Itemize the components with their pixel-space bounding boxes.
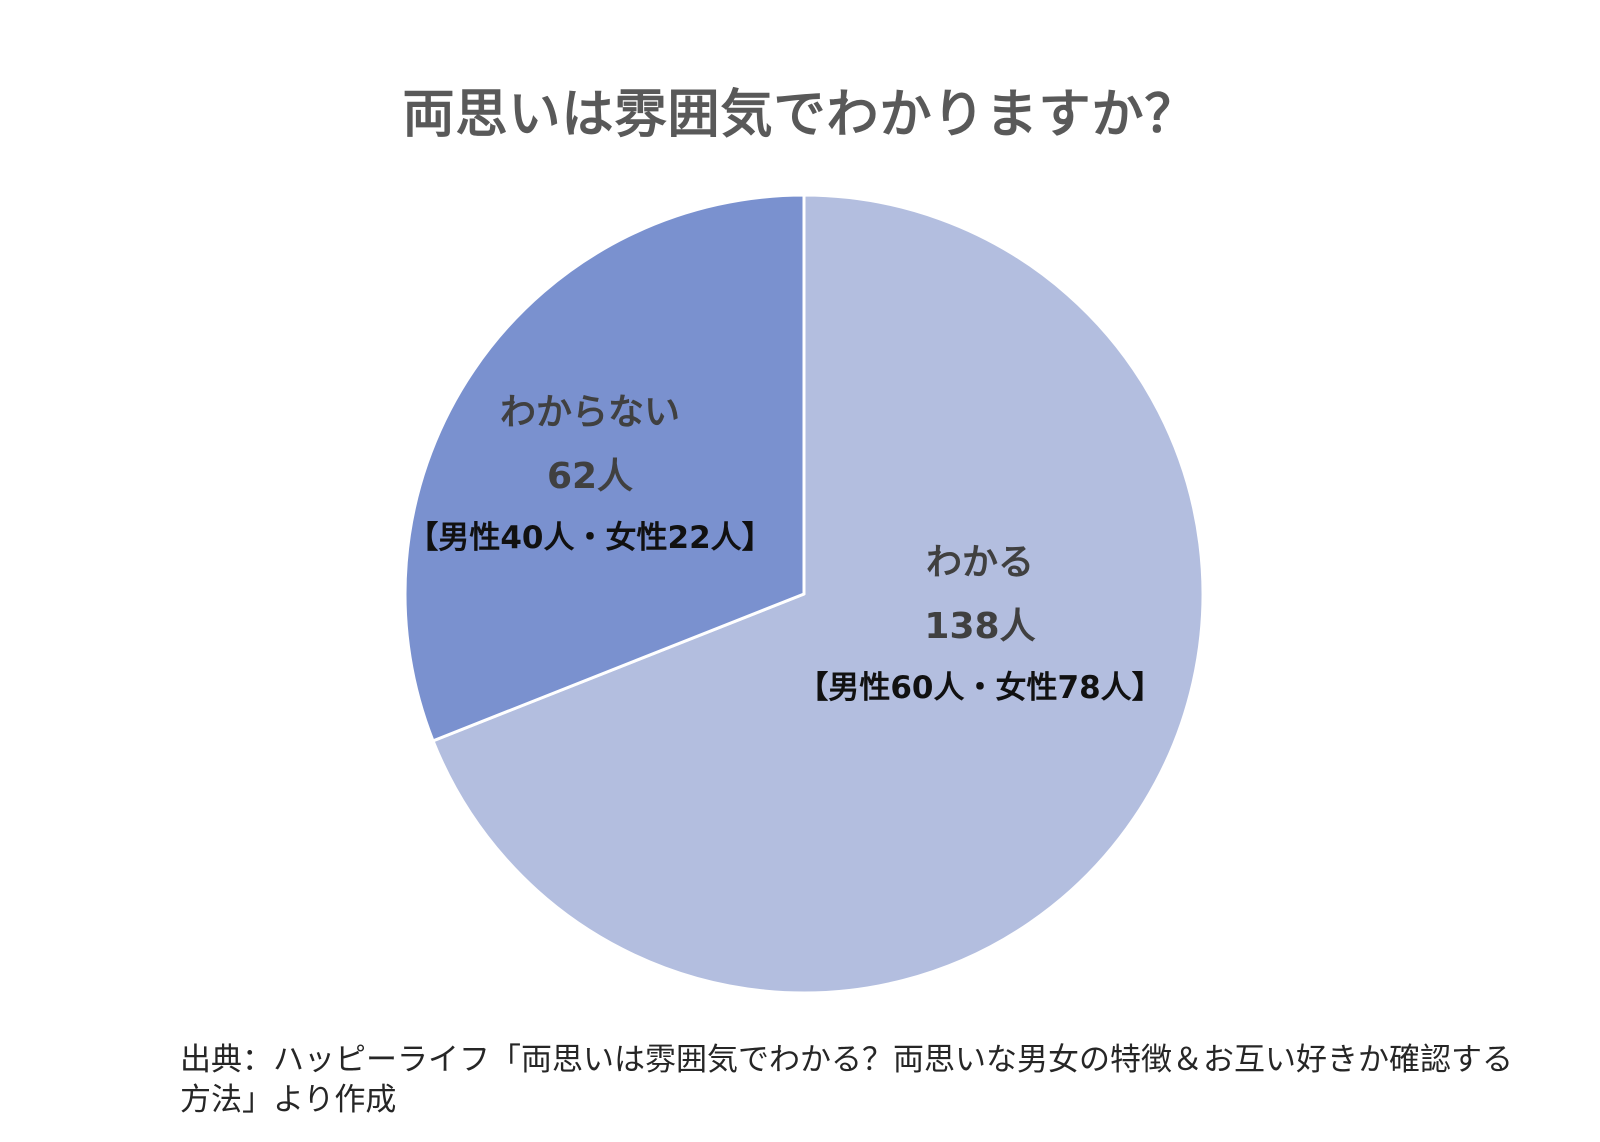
data-label-name: わかる [925,542,1034,583]
data-label-name: わからない [499,392,680,433]
data-label-count: 62人 [546,456,634,497]
data-label-count: 138人 [924,606,1036,647]
pie-slice-wakaranai [403,193,806,743]
data-label-wakaru: わかる 138人 【男性60人・女性78人】 [780,545,1180,704]
data-label-breakdown: 【男性40人・女性22人】 [407,520,773,556]
source-note: 出典：ハッピーライフ「両思いは雰囲気でわかる？両思いな男女の特徴＆お互い好きか確… [180,1042,1513,1118]
data-label-wakaranai: わからない 62人 【男性40人・女性22人】 [390,395,790,554]
pie-slice-wakaru [431,193,1205,995]
chart-title: 両思いは雰囲気でわかりますか？ [402,85,1198,145]
data-label-breakdown: 【男性60人・女性78人】 [797,670,1163,706]
